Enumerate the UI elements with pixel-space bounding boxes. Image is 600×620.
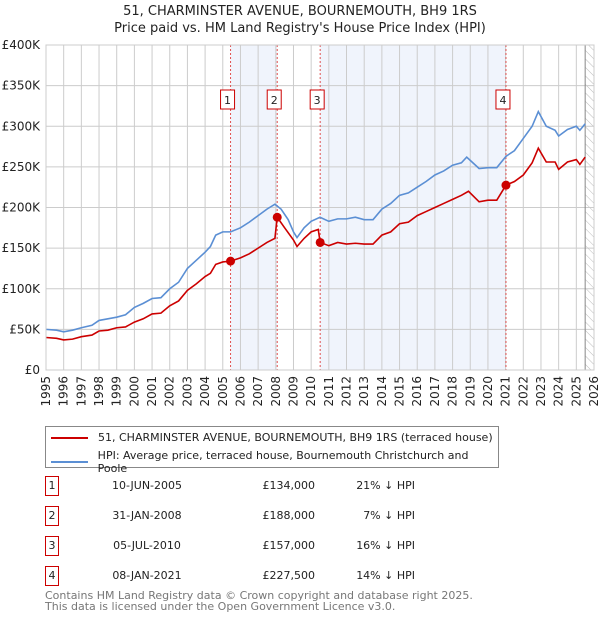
sale-price: £188,000	[262, 509, 316, 522]
x-tick-label: 2001	[145, 376, 159, 407]
sale-hpi-diff: 21% ↓ HPI	[356, 479, 415, 492]
y-tick-label: £100K	[2, 282, 42, 296]
footer: Contains HM Land Registry data © Crown c…	[45, 590, 473, 612]
sale-label-number: 3	[314, 94, 321, 107]
y-tick-label: £50K	[9, 322, 41, 336]
y-tick-label: £200K	[2, 201, 42, 215]
sale-date: 05-JUL-2010	[113, 539, 181, 552]
sale-label-number: 4	[499, 94, 506, 107]
y-tick-label: £350K	[2, 79, 42, 93]
sale-hpi-diff: 14% ↓ HPI	[356, 569, 415, 582]
x-tick-label: 2025	[569, 376, 583, 407]
sale-point	[272, 212, 282, 222]
sale-price: £227,500	[262, 569, 316, 582]
x-tick-label: 2012	[340, 376, 354, 407]
plot-border	[45, 44, 595, 371]
x-tick-label: 2000	[127, 376, 141, 407]
x-tick-label: 2008	[269, 376, 283, 407]
sale-hpi-diff: 16% ↓ HPI	[356, 539, 415, 552]
x-tick-label: 2022	[516, 376, 530, 407]
x-tick-label: 2009	[286, 376, 300, 407]
sale-label-border	[220, 89, 236, 110]
y-tick-label: £250K	[2, 160, 42, 174]
plot-area: 1995 1996 1997 1998 1999 2000 2001 2002 2003 2004…	[2, 38, 600, 407]
sale-hpi-diff: 7% ↓ HPI	[363, 509, 415, 522]
sale-point	[501, 180, 511, 190]
footer-copyright: Contains HM Land Registry data © Crown c…	[45, 589, 473, 602]
sale-number-badge: 4	[45, 566, 59, 586]
x-tick-label: 2002	[163, 376, 177, 407]
sale-point	[226, 256, 236, 266]
sale-number-badge: 3	[45, 536, 59, 556]
x-tick-label: 2010	[304, 376, 318, 407]
y-tick-label: £0	[25, 363, 40, 377]
chart-title: 51, CHARMINSTER AVENUE, BOURNEMOUTH, BH9…	[123, 4, 477, 19]
sale-label-border	[266, 89, 282, 110]
x-tick-label: 2013	[357, 376, 371, 407]
sale-number-badge: 2	[45, 506, 59, 526]
y-tick-label: £400K	[2, 38, 42, 52]
sale-row: 1 10-JUN-2005 £134,000 21% ↓ HPI	[45, 476, 445, 496]
sale-label-number: 1	[224, 94, 231, 107]
x-tick-label: 2006	[233, 376, 247, 407]
x-tick-label: 2019	[463, 376, 477, 407]
sale-price: £134,000	[262, 479, 316, 492]
footer-licence: This data is licensed under the Open Gov…	[45, 600, 396, 613]
sale-point	[315, 237, 325, 247]
x-tick-label: 2007	[251, 376, 265, 407]
sale-label-box: 2	[266, 89, 282, 110]
x-tick-label: 2020	[481, 376, 495, 407]
sale-price: £157,000	[262, 539, 316, 552]
hpi-line	[45, 109, 586, 333]
x-tick-label: 2005	[216, 376, 230, 407]
sale-label-border	[495, 89, 511, 110]
chart-subtitle: Price paid vs. HM Land Registry's House …	[114, 21, 486, 36]
legend-swatch-hpi	[51, 461, 88, 463]
legend: 51, CHARMINSTER AVENUE, BOURNEMOUTH, BH9…	[45, 426, 499, 475]
x-tick-label: 2004	[198, 376, 212, 407]
y-tick-label: £150K	[2, 241, 42, 255]
x-tick-label: 2021	[499, 376, 513, 407]
x-tick-label: 1996	[57, 376, 71, 407]
sale-label-box: 1	[220, 89, 236, 110]
x-tick-label: 2016	[410, 376, 424, 407]
legend-label-property: 51, CHARMINSTER AVENUE, BOURNEMOUTH, BH9…	[98, 431, 493, 444]
legend-swatch-property	[51, 436, 88, 439]
x-tick-label: 1999	[110, 376, 124, 407]
legend-label-hpi: HPI: Average price, terraced house, Bour…	[97, 449, 469, 475]
x-tick-label: 2015	[393, 376, 407, 407]
x-tick-label: 2023	[534, 376, 548, 407]
sale-row: 4 08-JAN-2021 £227,500 14% ↓ HPI	[45, 566, 445, 586]
x-tick-label: 2014	[375, 376, 389, 407]
sale-number-badge: 1	[45, 476, 59, 496]
sale-label-border	[309, 89, 325, 110]
x-tick-label: 1997	[74, 376, 88, 407]
x-tick-label: 2024	[552, 376, 566, 407]
x-tick-label: 1998	[92, 376, 106, 407]
x-tick-label: 2011	[322, 376, 336, 407]
sale-label-number: 2	[271, 94, 278, 107]
x-tick-label: 2003	[180, 376, 194, 407]
sale-label-box: 4	[495, 89, 511, 110]
sale-label-box: 3	[309, 89, 325, 110]
x-tick-label: 2018	[446, 376, 460, 407]
y-tick-label: £300K	[2, 119, 42, 133]
sale-row: 2 31-JAN-2008 £188,000 7% ↓ HPI	[45, 506, 445, 526]
x-tick-label: 1995	[39, 376, 53, 407]
sale-date: 08-JAN-2021	[112, 569, 182, 582]
sale-date: 31-JAN-2008	[112, 509, 182, 522]
sale-row: 3 05-JUL-2010 £157,000 16% ↓ HPI	[45, 536, 445, 556]
x-tick-label: 2017	[428, 376, 442, 407]
sale-date: 10-JUN-2005	[111, 479, 183, 492]
x-tick-label: 2026	[587, 376, 600, 407]
